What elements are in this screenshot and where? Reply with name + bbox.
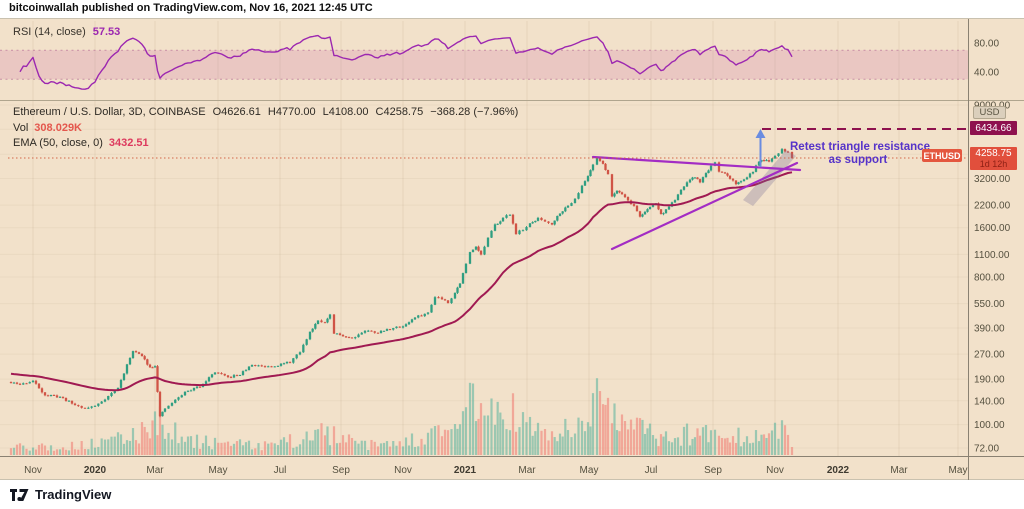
main-legend: Ethereum / U.S. Dollar, 3D, COINBASE O462… bbox=[13, 105, 518, 152]
last-price-badge: 4258.75 1d 12h bbox=[970, 147, 1017, 170]
svg-text:80.00: 80.00 bbox=[974, 39, 999, 50]
svg-text:Jul: Jul bbox=[274, 465, 287, 476]
rsi-legend-value: 57.53 bbox=[92, 26, 121, 38]
svg-text:Nov: Nov bbox=[766, 465, 784, 476]
svg-text:May: May bbox=[580, 465, 599, 476]
volume-value: 308.029K bbox=[34, 121, 83, 134]
svg-text:Sep: Sep bbox=[332, 465, 350, 476]
last-price-value: 4258.75 bbox=[975, 148, 1012, 159]
currency-unit-toggle[interactable]: USD bbox=[973, 106, 1006, 119]
symbol-title: Ethereum / U.S. Dollar, 3D, COINBASE bbox=[13, 106, 206, 118]
rsi-legend: RSI (14, close) 57.53 bbox=[13, 26, 120, 38]
chart-canvas[interactable]: 80.0040.009000.006400.004500.003200.0022… bbox=[0, 19, 1024, 481]
symbol-legend-row: Ethereum / U.S. Dollar, 3D, COINBASE O462… bbox=[13, 105, 518, 121]
ohlc-high: H4770.00 bbox=[267, 106, 316, 118]
volume-label: Vol bbox=[13, 121, 29, 134]
ohlc-close: C4258.75 bbox=[375, 106, 424, 118]
svg-text:550.00: 550.00 bbox=[974, 299, 1005, 310]
svg-text:Nov: Nov bbox=[394, 465, 412, 476]
svg-text:72.00: 72.00 bbox=[974, 444, 999, 455]
svg-text:Jul: Jul bbox=[645, 465, 658, 476]
annotation-line2: as support bbox=[828, 153, 888, 166]
svg-text:390.00: 390.00 bbox=[974, 323, 1005, 334]
svg-text:140.00: 140.00 bbox=[974, 396, 1005, 407]
svg-text:270.00: 270.00 bbox=[974, 350, 1005, 361]
ema-value: 3432.51 bbox=[108, 137, 149, 149]
footer-brand[interactable]: TradingView bbox=[35, 487, 112, 502]
bar-countdown: 1d 12h bbox=[979, 159, 1008, 169]
ema-label: EMA (50, close, 0) bbox=[13, 137, 103, 149]
svg-text:Mar: Mar bbox=[890, 465, 908, 476]
chart-area[interactable]: 80.0040.009000.006400.004500.003200.0022… bbox=[0, 18, 1024, 481]
rsi-legend-label: RSI (14, close) bbox=[13, 26, 86, 38]
svg-text:40.00: 40.00 bbox=[974, 68, 999, 79]
svg-text:800.00: 800.00 bbox=[974, 272, 1005, 283]
volume-legend-row: Vol 308.029K bbox=[13, 121, 518, 137]
ohlc-change: −368.28 (−7.96%) bbox=[430, 106, 519, 118]
svg-text:Mar: Mar bbox=[518, 465, 536, 476]
svg-text:Mar: Mar bbox=[146, 465, 164, 476]
svg-text:2022: 2022 bbox=[827, 465, 850, 476]
svg-text:1100.00: 1100.00 bbox=[974, 250, 1010, 261]
chart-annotation: Retest triangle resistance as support bbox=[790, 141, 930, 166]
symbol-tag-badge: ETHUSD bbox=[922, 149, 962, 162]
svg-text:2020: 2020 bbox=[84, 465, 107, 476]
ohlc-low: L4108.00 bbox=[322, 106, 369, 118]
price-level-badge: 6434.66 bbox=[970, 121, 1017, 135]
svg-text:100.00: 100.00 bbox=[974, 420, 1005, 431]
annotation-line1: Retest triangle resistance bbox=[790, 141, 930, 153]
svg-text:190.00: 190.00 bbox=[974, 375, 1005, 386]
svg-text:1600.00: 1600.00 bbox=[974, 223, 1011, 234]
attribution-bar: bitcoinwallah published on TradingView.c… bbox=[0, 0, 1024, 18]
svg-text:2200.00: 2200.00 bbox=[974, 201, 1011, 212]
svg-text:May: May bbox=[209, 465, 228, 476]
ema-legend-row: EMA (50, close, 0) 3432.51 bbox=[13, 136, 518, 152]
footer-bar: TradingView bbox=[0, 480, 1024, 509]
svg-text:Nov: Nov bbox=[24, 465, 42, 476]
svg-text:2021: 2021 bbox=[454, 465, 477, 476]
svg-text:May: May bbox=[949, 465, 968, 476]
ohlc-open: O4626.61 bbox=[212, 106, 261, 118]
svg-text:3200.00: 3200.00 bbox=[974, 174, 1011, 185]
tradingview-logo-icon bbox=[10, 488, 29, 501]
svg-text:Sep: Sep bbox=[704, 465, 722, 476]
attribution-text: bitcoinwallah published on TradingView.c… bbox=[9, 2, 373, 14]
